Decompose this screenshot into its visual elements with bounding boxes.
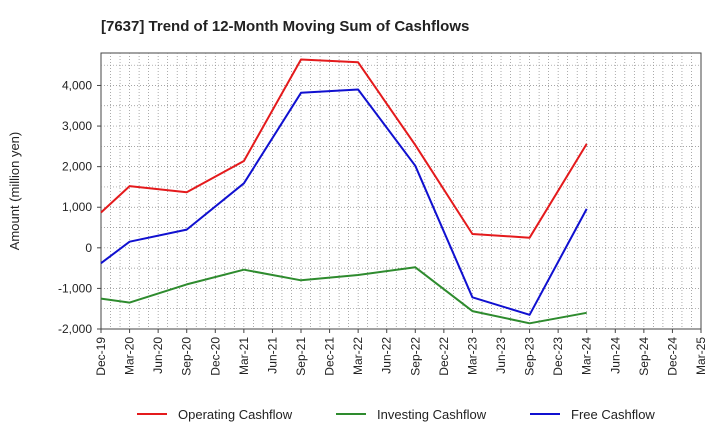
plot-area [100, 52, 702, 330]
x-tick-label: Dec-19 [94, 337, 108, 376]
x-tick-label: Dec-22 [437, 337, 451, 376]
x-tick-label: Dec-20 [208, 337, 222, 376]
chart-title: [7637] Trend of 12-Month Moving Sum of C… [101, 18, 469, 35]
y-axis-ticks: -2,000 -1,000 0 1,000 2,000 3,000 4,000 [58, 78, 101, 336]
x-tick-label: Mar-24 [580, 337, 594, 375]
series-line-investing-cashflow [100, 266, 587, 325]
x-tick-label: Mar-23 [465, 337, 479, 375]
x-tick-label: Sep-22 [408, 337, 422, 376]
x-axis-ticks: Dec-19 Mar-20 Jun-20 Sep-20 Dec-20 Mar-21 Jun-… [94, 329, 708, 376]
y-tick-label: 1,000 [62, 200, 92, 214]
legend-label: Investing Cashflow [377, 407, 487, 422]
x-tick-label: Jun-20 [151, 337, 165, 374]
x-tick-label: Mar-20 [123, 337, 137, 375]
x-tick-label: Mar-22 [351, 337, 365, 375]
x-tick-label: Jun-22 [380, 337, 394, 374]
y-tick-label: -2,000 [58, 322, 92, 336]
x-tick-label: Jun-21 [265, 337, 279, 374]
y-tick-label: -1,000 [58, 281, 92, 295]
x-tick-label: Dec-23 [551, 337, 565, 376]
y-axis-label: Amount (million yen) [7, 132, 22, 251]
x-tick-label: Dec-24 [665, 337, 679, 376]
legend-label: Operating Cashflow [178, 407, 293, 422]
x-tick-label: Dec-21 [323, 337, 337, 376]
legend-label: Free Cashflow [571, 407, 655, 422]
x-tick-label: Sep-20 [180, 337, 194, 376]
y-tick-label: 2,000 [62, 160, 92, 174]
x-tick-label: Mar-25 [694, 337, 708, 375]
series-line-free-cashflow [100, 88, 588, 316]
legend: Operating Cashflow Investing Cashflow Free… [137, 407, 655, 422]
x-tick-label: Sep-24 [637, 337, 651, 376]
x-tick-label: Jun-24 [608, 337, 622, 374]
series-line-operating-cashflow [100, 58, 588, 239]
x-tick-label: Jun-23 [494, 337, 508, 374]
y-tick-label: 3,000 [62, 119, 92, 133]
y-tick-label: 4,000 [62, 78, 92, 92]
y-tick-label: 0 [85, 241, 92, 255]
x-tick-label: Mar-21 [237, 337, 251, 375]
x-tick-label: Sep-23 [523, 337, 537, 376]
x-tick-label: Sep-21 [294, 337, 308, 376]
series-lines [100, 58, 588, 325]
